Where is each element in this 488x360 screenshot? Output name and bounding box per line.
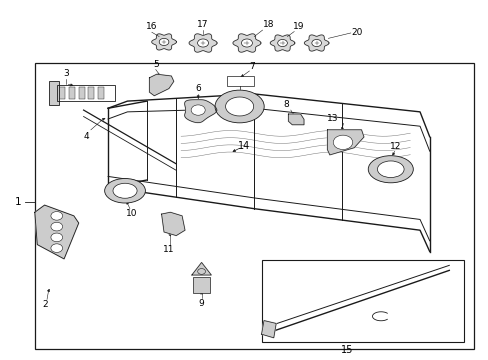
Ellipse shape bbox=[104, 179, 145, 203]
Ellipse shape bbox=[367, 156, 412, 183]
Polygon shape bbox=[261, 320, 276, 338]
Polygon shape bbox=[189, 34, 217, 52]
Circle shape bbox=[332, 135, 352, 149]
Bar bbox=[193, 277, 210, 293]
Bar bbox=[227, 76, 254, 86]
Text: 6: 6 bbox=[195, 84, 201, 93]
Bar bbox=[57, 85, 115, 101]
Text: 10: 10 bbox=[125, 210, 137, 219]
Bar bbox=[59, 87, 65, 99]
Text: 18: 18 bbox=[262, 21, 273, 30]
Circle shape bbox=[51, 222, 62, 231]
Polygon shape bbox=[232, 34, 261, 52]
Bar bbox=[261, 260, 463, 342]
Bar bbox=[49, 81, 59, 105]
Text: 13: 13 bbox=[326, 114, 337, 123]
Circle shape bbox=[191, 105, 205, 115]
Text: 14: 14 bbox=[238, 141, 250, 151]
Circle shape bbox=[51, 244, 62, 252]
Text: 2: 2 bbox=[42, 300, 48, 309]
Polygon shape bbox=[149, 74, 173, 96]
Text: 9: 9 bbox=[198, 299, 204, 308]
Text: 8: 8 bbox=[283, 100, 288, 109]
Text: 5: 5 bbox=[153, 60, 158, 69]
Ellipse shape bbox=[113, 183, 137, 198]
Polygon shape bbox=[184, 100, 217, 123]
Circle shape bbox=[51, 233, 62, 242]
Bar bbox=[35, 63, 473, 348]
Text: 12: 12 bbox=[389, 141, 401, 150]
Text: 3: 3 bbox=[63, 69, 69, 78]
Polygon shape bbox=[270, 35, 294, 51]
Text: 7: 7 bbox=[249, 62, 255, 71]
Polygon shape bbox=[304, 35, 328, 51]
Text: 1: 1 bbox=[15, 197, 21, 207]
Circle shape bbox=[51, 212, 62, 220]
Bar bbox=[69, 87, 75, 99]
Text: 20: 20 bbox=[351, 28, 363, 37]
Polygon shape bbox=[151, 34, 176, 50]
Bar bbox=[79, 87, 84, 99]
Text: 16: 16 bbox=[146, 22, 157, 31]
Polygon shape bbox=[35, 205, 79, 259]
Ellipse shape bbox=[225, 97, 253, 116]
Text: 19: 19 bbox=[293, 22, 304, 31]
Ellipse shape bbox=[377, 161, 403, 177]
Circle shape bbox=[197, 39, 208, 47]
Bar bbox=[98, 87, 104, 99]
Polygon shape bbox=[191, 262, 211, 275]
Circle shape bbox=[159, 39, 168, 45]
Polygon shape bbox=[288, 114, 304, 125]
Text: 4: 4 bbox=[83, 132, 89, 141]
Circle shape bbox=[311, 40, 321, 46]
Text: 11: 11 bbox=[163, 245, 174, 254]
Text: 15: 15 bbox=[340, 345, 352, 355]
Polygon shape bbox=[161, 212, 184, 235]
Text: 17: 17 bbox=[197, 21, 208, 30]
Ellipse shape bbox=[215, 90, 264, 123]
Circle shape bbox=[241, 39, 252, 47]
Circle shape bbox=[277, 40, 287, 46]
Polygon shape bbox=[327, 130, 363, 155]
Bar bbox=[88, 87, 94, 99]
